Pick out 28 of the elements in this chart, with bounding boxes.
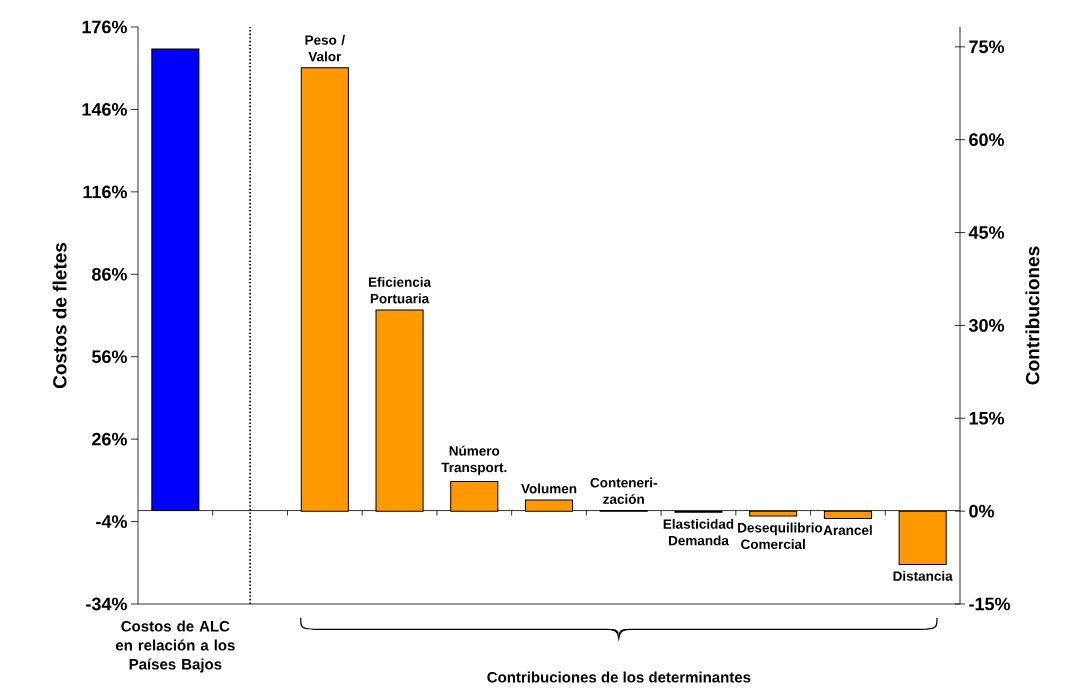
x-tick-label: Costos de ALC en relación a los Países Bajos	[115, 620, 235, 673]
y2-axis-title: Contribuciones	[1025, 246, 1040, 385]
y-tick-label: -34%	[86, 597, 127, 611]
y-tick-label: 176%	[82, 20, 127, 34]
x-tick-label: Conteneri-zación	[590, 477, 657, 504]
y2-tick-label: 75%	[969, 40, 1005, 54]
y2-tick-label: 0%	[969, 504, 995, 518]
y-tick-label: 116%	[83, 185, 127, 199]
text: Contribuciones de los determinantes	[487, 671, 751, 683]
y2-tick-label: 45%	[968, 226, 1005, 239]
y-tick-label: -4%	[96, 515, 127, 528]
y-tick-label: 86%	[92, 267, 127, 281]
x-tick-label: Elasticidad Demanda	[663, 518, 734, 546]
y2-tick-label: 15%	[969, 411, 1005, 425]
y-axis-title: Costos de fletes	[52, 242, 67, 389]
y2-tick-label: -15%	[969, 597, 1011, 611]
x-tick-label: Eficiencia Portuaria	[368, 276, 432, 304]
x-tick-label: Desequilibrio Comercial	[738, 522, 823, 550]
x-tick-label: Número Transport.	[441, 445, 507, 475]
x-tick-label: Peso / Valor	[305, 34, 345, 62]
y-tick-label: 26%	[92, 432, 127, 446]
y2-tick-label: 60%	[969, 133, 1005, 147]
y-tick-label: 56%	[91, 350, 127, 364]
x-tick-label: Distancia	[893, 570, 953, 581]
x-tick-label: Volumen	[521, 483, 577, 494]
y2-tick-label: 30%	[968, 319, 1005, 332]
y-tick-label: 146%	[82, 103, 127, 116]
x-tick-label: Arancel	[823, 525, 872, 535]
